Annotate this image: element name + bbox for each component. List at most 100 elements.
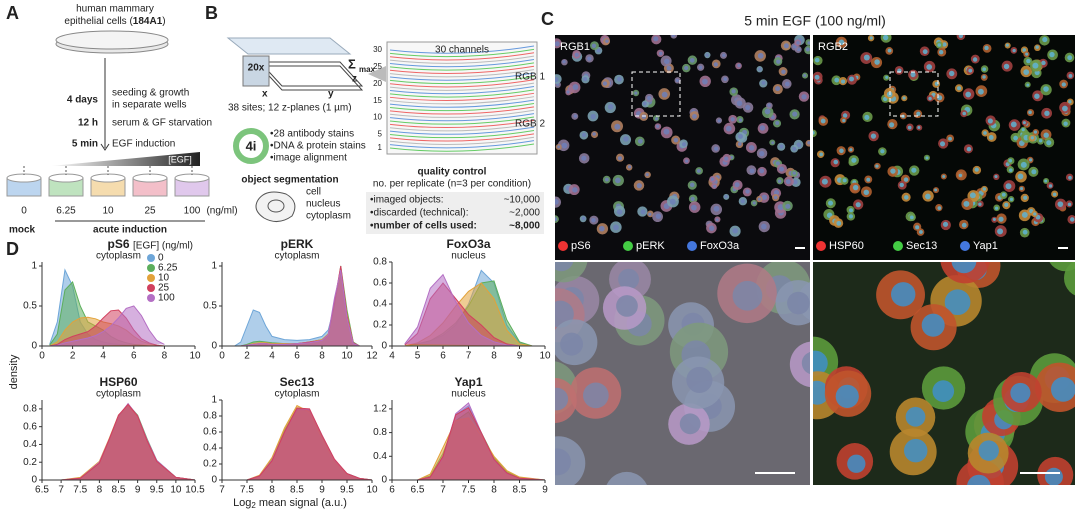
nucleus <box>978 202 982 206</box>
nucleus <box>785 179 791 185</box>
x-tick-label: 9 <box>542 485 548 496</box>
nucleus <box>891 282 916 307</box>
nucleus <box>737 63 741 68</box>
panel-d: D density Log2 mean signal (a.u.) pS6cyto… <box>6 237 551 510</box>
chart-title: FoxO3a <box>446 237 490 251</box>
nucleus <box>647 95 652 101</box>
channels: 30 channels <box>435 45 489 56</box>
x-tick-label: 8 <box>97 485 103 496</box>
nucleus <box>905 406 926 427</box>
nucleus <box>698 65 703 70</box>
nucleus <box>1020 187 1024 191</box>
egf-wedge <box>50 152 200 166</box>
channel-line <box>389 45 535 54</box>
legend-label: 10 <box>158 273 170 284</box>
nucleus <box>573 114 578 118</box>
channel-tick: 5 <box>378 130 383 139</box>
channel-line <box>389 126 535 135</box>
nucleus <box>560 332 584 356</box>
nucleus <box>835 384 859 408</box>
nucleus <box>939 141 946 147</box>
nucleus <box>925 156 929 160</box>
cell-field <box>813 262 1075 485</box>
wedge-label: [EGF] <box>168 154 192 164</box>
step-time: 12 h <box>78 118 98 129</box>
nucleus <box>998 216 1004 222</box>
nucleus <box>972 57 978 62</box>
nucleus <box>590 113 596 120</box>
y-tick-label: 0.8 <box>373 427 387 438</box>
nucleus <box>922 49 928 55</box>
nucleus <box>842 113 848 118</box>
nucleus <box>1009 197 1014 202</box>
nucleus <box>723 77 728 81</box>
nucleus <box>842 178 847 183</box>
x-tick-label: 10 <box>341 351 353 362</box>
nucleus <box>713 184 717 188</box>
legend-dot <box>893 241 903 251</box>
y-tick-label: 0.5 <box>23 301 37 312</box>
channel-line <box>389 102 535 112</box>
step-time: 4 days <box>67 95 99 106</box>
x-tick-label: 5 <box>415 351 421 362</box>
legend-swatch <box>147 284 155 292</box>
x-tick-label: 10 <box>366 485 378 496</box>
nucleus <box>855 202 861 208</box>
well-top <box>132 173 168 183</box>
nucleus <box>634 91 638 95</box>
nucleus <box>801 94 807 100</box>
seg-label: nucleus <box>306 199 340 210</box>
legend-swatch <box>147 264 155 272</box>
nucleus <box>958 173 963 178</box>
nucleus <box>599 225 605 232</box>
y-tick-label: 0.4 <box>373 299 387 310</box>
axis-z: z <box>352 74 357 85</box>
nucleus <box>948 136 952 141</box>
panel-label: B <box>205 3 218 23</box>
nucleus <box>689 182 695 188</box>
nucleus <box>671 35 676 37</box>
nucleus <box>961 222 967 228</box>
nucleus <box>561 142 568 149</box>
legend-swatch <box>147 254 155 262</box>
nucleus <box>874 59 880 65</box>
nucleus <box>982 187 987 191</box>
nucleus <box>965 91 972 98</box>
nucleus <box>1013 135 1019 141</box>
nucleus <box>903 177 909 182</box>
arrow <box>368 66 386 82</box>
y-tick-label: 0.4 <box>203 443 217 454</box>
channel-line <box>389 65 535 74</box>
channel-line <box>389 116 535 125</box>
nucleus <box>732 227 738 234</box>
nucleus <box>962 111 967 116</box>
cell-outline <box>255 191 296 222</box>
qc-value: ~8,000 <box>509 221 540 232</box>
nucleus <box>1033 130 1038 134</box>
nucleus <box>555 77 559 83</box>
nucleus <box>852 184 859 191</box>
nucleus <box>581 132 587 138</box>
chart-subtitle: nucleus <box>451 389 485 400</box>
y-tick-label: 0.2 <box>23 457 37 468</box>
nucleus <box>957 86 962 91</box>
nucleus <box>1030 136 1034 140</box>
channel-line <box>389 119 535 129</box>
channel-tick: 10 <box>373 113 382 122</box>
step-text: seeding & growth <box>112 88 189 99</box>
channel-line <box>389 140 535 149</box>
chart-subtitle: nucleus <box>451 251 485 262</box>
nucleus <box>713 62 718 67</box>
legend-dot <box>687 241 697 251</box>
rgb-label: RGB 2 <box>515 119 545 130</box>
x-tick-label: 9 <box>517 351 523 362</box>
nucleus <box>645 172 649 177</box>
nucleus <box>757 197 761 201</box>
nucleus <box>1028 158 1033 162</box>
nucleus <box>1031 169 1037 175</box>
cycle-label: 4i <box>246 138 257 153</box>
nucleus <box>776 59 781 64</box>
nucleus <box>813 130 815 135</box>
